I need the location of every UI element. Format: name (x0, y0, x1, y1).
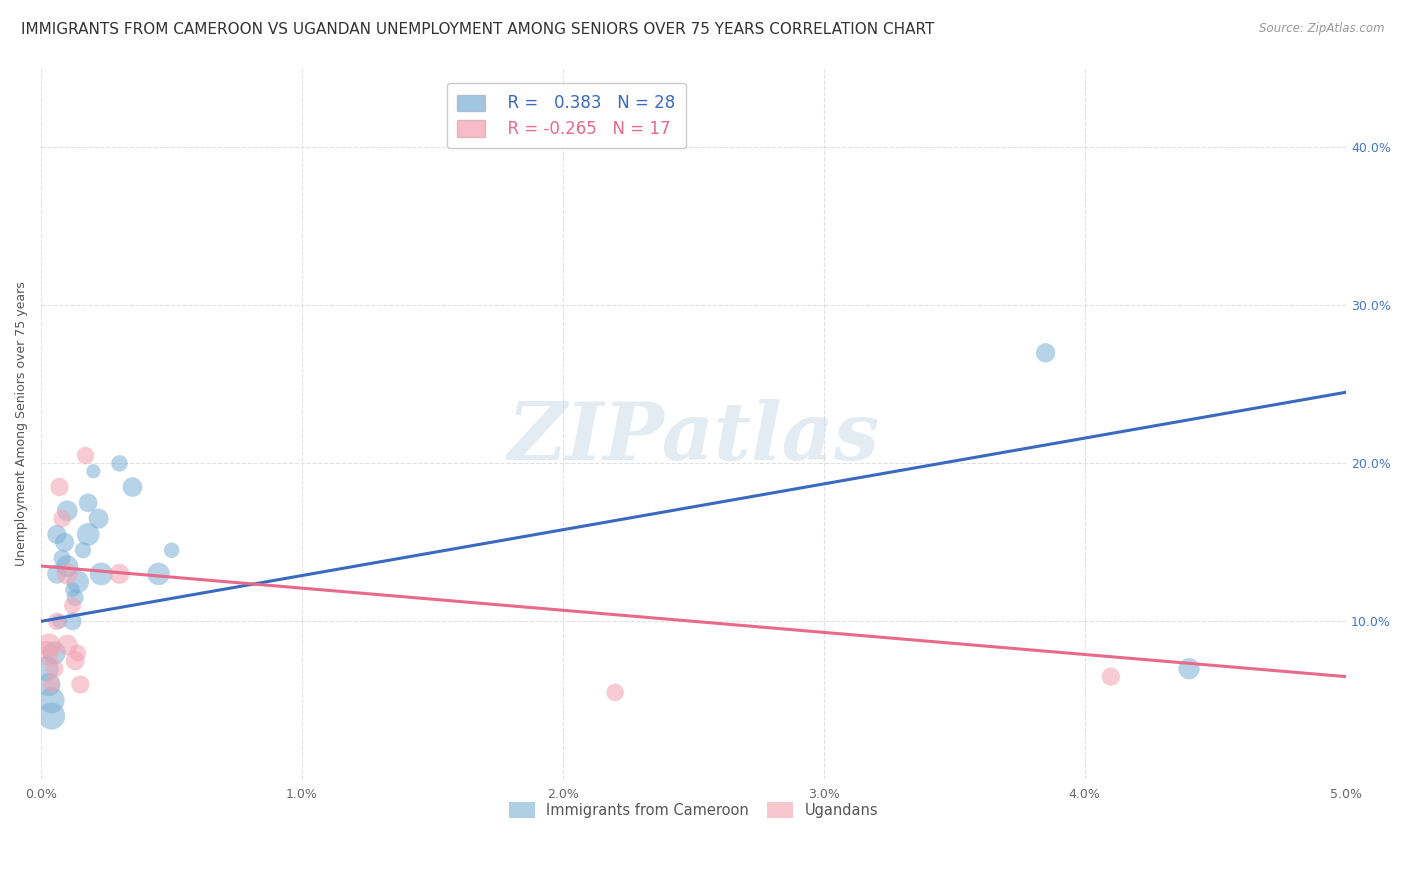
Text: IMMIGRANTS FROM CAMEROON VS UGANDAN UNEMPLOYMENT AMONG SENIORS OVER 75 YEARS COR: IMMIGRANTS FROM CAMEROON VS UGANDAN UNEM… (21, 22, 935, 37)
Point (44, 662, 66, 676)
Point (62, 582, 84, 597)
Y-axis label: Unemployment Among Seniors over 75 years: Unemployment Among Seniors over 75 years (15, 282, 28, 566)
Text: Source: ZipAtlas.com: Source: ZipAtlas.com (1260, 22, 1385, 36)
Point (1178, 662, 1201, 676)
Point (75, 449, 97, 463)
Point (1099, 670, 1122, 684)
Point (35, 662, 58, 676)
Point (87, 511, 110, 525)
Point (148, 566, 170, 581)
Point (77, 496, 100, 510)
Point (41, 693, 63, 707)
Point (48, 480, 70, 494)
Point (62, 599, 84, 613)
Point (53, 535, 76, 549)
Point (63, 654, 86, 668)
Point (48, 615, 70, 629)
Point (69, 677, 91, 691)
Point (56, 504, 79, 518)
Point (160, 543, 183, 558)
Point (90, 566, 112, 581)
Point (45, 566, 67, 581)
Point (45, 615, 67, 629)
Point (72, 543, 94, 558)
Point (51, 511, 73, 525)
Point (41, 709, 63, 723)
Point (603, 685, 626, 699)
Point (56, 566, 79, 581)
Point (121, 480, 143, 494)
Point (108, 566, 131, 581)
Point (82, 464, 104, 478)
Point (63, 591, 86, 605)
Point (62, 615, 84, 629)
Text: ZIPatlas: ZIPatlas (508, 400, 879, 477)
Point (56, 559, 79, 574)
Legend: Immigrants from Cameroon, Ugandans: Immigrants from Cameroon, Ugandans (501, 795, 886, 825)
Point (1035, 346, 1057, 360)
Point (66, 574, 89, 589)
Point (35, 646, 58, 660)
Point (44, 646, 66, 660)
Point (45, 527, 67, 541)
Point (41, 677, 63, 691)
Point (66, 646, 89, 660)
Point (77, 527, 100, 541)
Point (38, 638, 60, 652)
Point (51, 551, 73, 566)
Point (56, 638, 79, 652)
Point (108, 456, 131, 470)
Point (38, 677, 60, 691)
